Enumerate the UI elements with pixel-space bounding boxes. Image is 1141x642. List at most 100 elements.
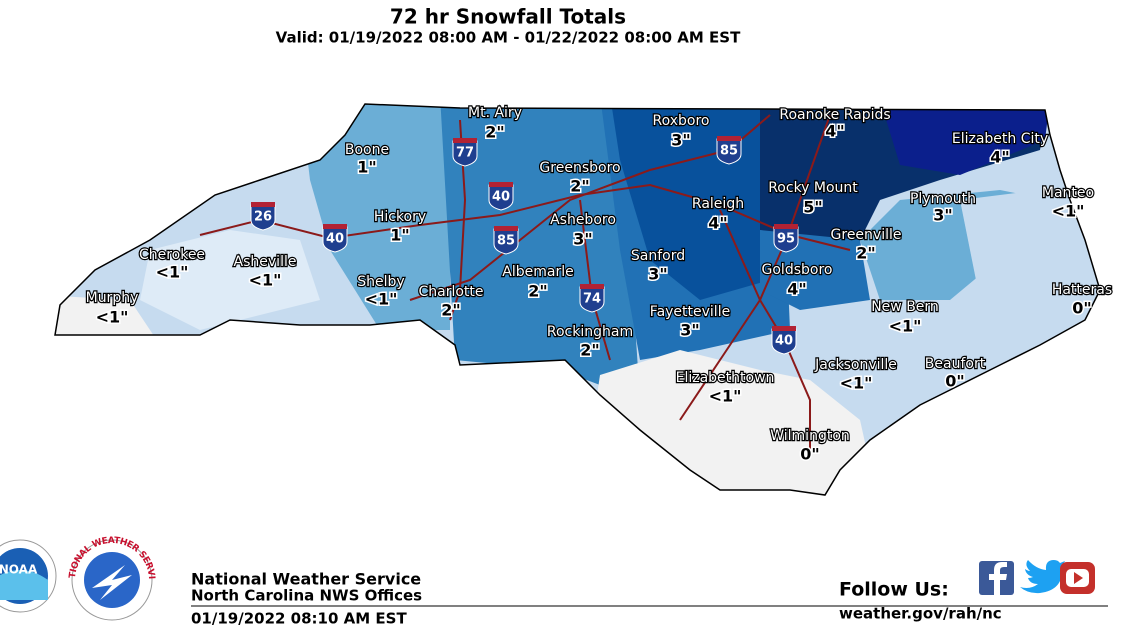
snow-amount: 0" [1072,299,1091,318]
city-name: Greensboro [539,160,620,176]
facebook-glyph [989,562,1007,595]
snow-amount: <1" [1052,202,1085,221]
snow-amount: 2" [528,282,547,301]
snow-amount: 2" [570,177,589,196]
snow-amount: 3" [680,321,699,340]
snow-amount: <1" [249,271,282,290]
city-name: Elizabethtown [676,370,775,386]
snow-amount: 4" [825,122,844,141]
shield-top [323,224,347,229]
subtitle: Valid: 01/19/2022 08:00 AM - 01/22/2022 … [276,29,741,47]
shield-body [322,226,348,253]
snow-amount: 5" [803,198,822,217]
shield-top [580,284,604,289]
snow-amount: 4" [708,214,727,233]
snow-amount: 3" [933,206,952,225]
snow-amount: 4" [787,280,806,299]
shield-top [772,326,796,331]
city-name: Hickory [374,209,426,225]
footer-url: weather.gov/rah/nc [839,605,1002,623]
shield-number: 26 [254,210,272,225]
title: 72 hr Snowfall Totals [390,5,626,29]
snow-amount: <1" [709,387,742,406]
city-name: Cherokee [139,247,205,263]
city-name: Raleigh [692,196,744,212]
snow-amount: 0" [800,445,819,464]
shield-body [250,204,276,231]
state-outline [54,103,1101,496]
shield-body [452,140,478,167]
footer-timestamp: 01/19/2022 08:10 AM EST [191,610,407,628]
shield-body [773,226,799,253]
youtube-play [1074,572,1083,584]
city-name: Mt. Airy [468,105,522,121]
city-name: Fayetteville [650,304,730,320]
snow-amount: <1" [889,317,922,336]
snow-amount: <1" [96,308,129,327]
snow-amount: 2" [856,244,875,263]
snow-amount: 2" [580,341,599,360]
city-name: Shelby [357,274,404,290]
footer-org: National Weather Service [191,570,421,589]
city-name: Greenville [831,227,902,243]
snow-amount: 2" [441,301,460,320]
noaa-text: NOAA [0,563,38,577]
city-name: Roxboro [653,113,710,129]
interstate-shields: 77 85 40 26 40 85 95 74 40 [250,136,799,355]
snow-amount: 3" [573,230,592,249]
shield-number: 40 [326,232,344,247]
shield-number: 85 [497,234,515,249]
city-name: Elizabeth City [952,131,1048,147]
city-name: Jacksonville [814,357,897,373]
city-name: Asheville [234,254,297,270]
city-name: Albemarle [502,264,573,280]
city-name: Boone [345,142,389,158]
social-icons[interactable] [979,560,1095,595]
footer-offices: North Carolina NWS Offices [191,587,422,605]
city-name: Manteo [1042,185,1094,201]
snow-amount: <1" [156,263,189,282]
shield-top [453,138,477,143]
shield-top [251,202,275,207]
snow-amount: 3" [671,131,690,150]
shield-top [494,226,518,231]
shield-number: 77 [456,146,474,161]
snow-amount: <1" [840,374,873,393]
city-name: Goldsboro [762,262,833,278]
city-name: Roanoke Rapids [779,107,890,123]
twitter-icon[interactable] [1020,560,1066,594]
shield-number: 40 [775,334,793,349]
city-name: Wilmington [770,428,850,444]
shield-top [774,224,798,229]
snow-amount: 1" [390,226,409,245]
city-name: Murphy [86,290,139,306]
shield-body [488,184,514,211]
city-name: Sanford [631,248,685,264]
city-name: Plymouth [910,191,976,207]
city-name: New Bern [871,299,939,315]
snow-amount: <1" [365,290,398,309]
shield-number: 85 [720,144,738,159]
shield-body [493,228,519,255]
snow-amount: 1" [357,158,376,177]
city-name: Rockingham [547,324,633,340]
city-name: Charlotte [418,284,483,300]
city-name: Rocky Mount [768,180,858,196]
shield-number: 74 [583,292,601,307]
city-name: Asheboro [550,212,616,228]
noaa-logo: NOAA [0,539,57,613]
city-name: Beaufort [925,356,986,372]
shield-body [771,328,797,355]
shield-body [716,138,742,165]
shield-body [579,286,605,313]
shield-number: 95 [777,232,795,247]
shield-number: 40 [492,190,510,205]
snow-amount: 2" [485,123,504,142]
snow-amount: 0" [945,372,964,391]
shield-top [489,182,513,187]
follow-label: Follow Us: [839,579,949,601]
shield-top [717,136,741,141]
city-name: Hatteras [1052,282,1112,298]
